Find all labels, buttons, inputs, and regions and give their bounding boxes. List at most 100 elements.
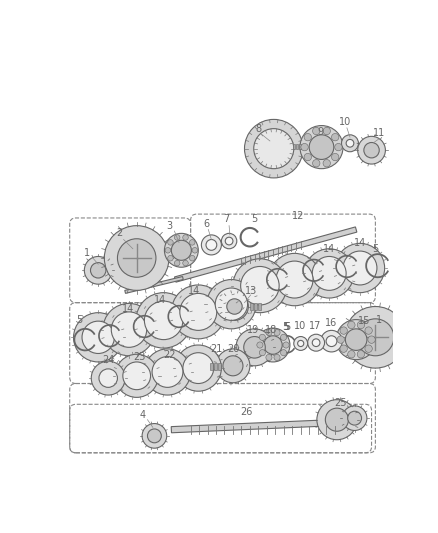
Circle shape — [221, 293, 248, 320]
Text: 5: 5 — [76, 314, 82, 325]
Circle shape — [268, 253, 321, 306]
Circle shape — [145, 349, 191, 395]
Circle shape — [123, 362, 151, 390]
Bar — [250, 303, 253, 310]
Text: 12: 12 — [292, 212, 304, 221]
Circle shape — [336, 244, 385, 293]
Circle shape — [136, 293, 191, 348]
Circle shape — [348, 411, 361, 425]
Circle shape — [357, 319, 394, 356]
Circle shape — [274, 329, 280, 336]
Circle shape — [190, 240, 195, 245]
Text: 21: 21 — [210, 344, 222, 354]
Circle shape — [343, 251, 377, 285]
Circle shape — [342, 406, 367, 431]
Circle shape — [298, 341, 304, 346]
Circle shape — [233, 259, 287, 313]
Circle shape — [274, 354, 280, 360]
Circle shape — [256, 328, 290, 362]
Circle shape — [335, 143, 342, 151]
Circle shape — [345, 306, 406, 368]
Circle shape — [259, 350, 265, 356]
Text: 22: 22 — [163, 350, 176, 360]
Circle shape — [346, 140, 354, 147]
Text: 23: 23 — [133, 352, 145, 361]
Circle shape — [312, 339, 320, 346]
Text: 3: 3 — [167, 221, 173, 231]
Circle shape — [294, 336, 307, 350]
Circle shape — [312, 256, 346, 290]
Circle shape — [266, 329, 272, 336]
Text: 1: 1 — [84, 248, 90, 259]
Text: 11: 11 — [373, 128, 385, 138]
Circle shape — [207, 280, 256, 329]
Text: 5: 5 — [251, 214, 258, 224]
Circle shape — [91, 263, 106, 278]
Text: 20: 20 — [227, 344, 239, 354]
Circle shape — [190, 255, 195, 261]
Circle shape — [240, 266, 279, 305]
Circle shape — [192, 247, 198, 253]
Circle shape — [304, 154, 311, 161]
Circle shape — [85, 256, 112, 284]
Bar — [258, 303, 261, 310]
Circle shape — [117, 239, 156, 277]
Circle shape — [321, 330, 342, 352]
Circle shape — [236, 329, 273, 366]
Text: 18: 18 — [265, 325, 278, 335]
Text: 10: 10 — [339, 117, 351, 127]
Circle shape — [368, 336, 375, 343]
Circle shape — [304, 133, 311, 141]
Text: 5: 5 — [372, 244, 378, 254]
Circle shape — [216, 349, 250, 383]
Circle shape — [342, 135, 358, 152]
Circle shape — [332, 154, 339, 161]
Circle shape — [337, 336, 344, 343]
Bar — [218, 364, 221, 370]
Circle shape — [171, 285, 225, 339]
Circle shape — [115, 354, 158, 398]
Circle shape — [148, 429, 161, 443]
Circle shape — [183, 353, 214, 384]
Circle shape — [358, 136, 385, 164]
Circle shape — [364, 142, 379, 158]
Circle shape — [227, 299, 242, 314]
Circle shape — [168, 255, 173, 261]
Bar — [293, 144, 295, 149]
Circle shape — [307, 334, 325, 351]
Text: 15: 15 — [358, 316, 370, 326]
Text: 13: 13 — [244, 286, 257, 296]
Circle shape — [365, 327, 372, 334]
Bar — [214, 364, 217, 370]
Circle shape — [332, 133, 339, 141]
Polygon shape — [171, 419, 349, 433]
Circle shape — [244, 336, 265, 358]
Polygon shape — [125, 277, 183, 293]
Circle shape — [259, 334, 265, 341]
Circle shape — [323, 159, 330, 167]
Circle shape — [174, 260, 180, 266]
Circle shape — [225, 237, 233, 245]
Circle shape — [280, 334, 286, 341]
Circle shape — [326, 336, 337, 346]
Circle shape — [348, 351, 355, 358]
Text: 14: 14 — [155, 295, 167, 305]
Circle shape — [221, 233, 237, 249]
Text: 24: 24 — [102, 354, 114, 365]
Circle shape — [183, 260, 188, 266]
Circle shape — [104, 225, 169, 290]
Text: 14: 14 — [323, 244, 336, 254]
Circle shape — [340, 327, 347, 334]
Circle shape — [145, 301, 183, 340]
Circle shape — [266, 354, 272, 360]
Text: 4: 4 — [140, 410, 146, 420]
Text: 5: 5 — [282, 322, 289, 332]
Text: 1: 1 — [376, 314, 382, 325]
Circle shape — [201, 235, 221, 255]
Text: 14: 14 — [188, 286, 201, 296]
Circle shape — [257, 342, 263, 348]
Circle shape — [313, 159, 320, 167]
Circle shape — [168, 240, 173, 245]
Circle shape — [357, 351, 364, 358]
Circle shape — [82, 321, 114, 353]
